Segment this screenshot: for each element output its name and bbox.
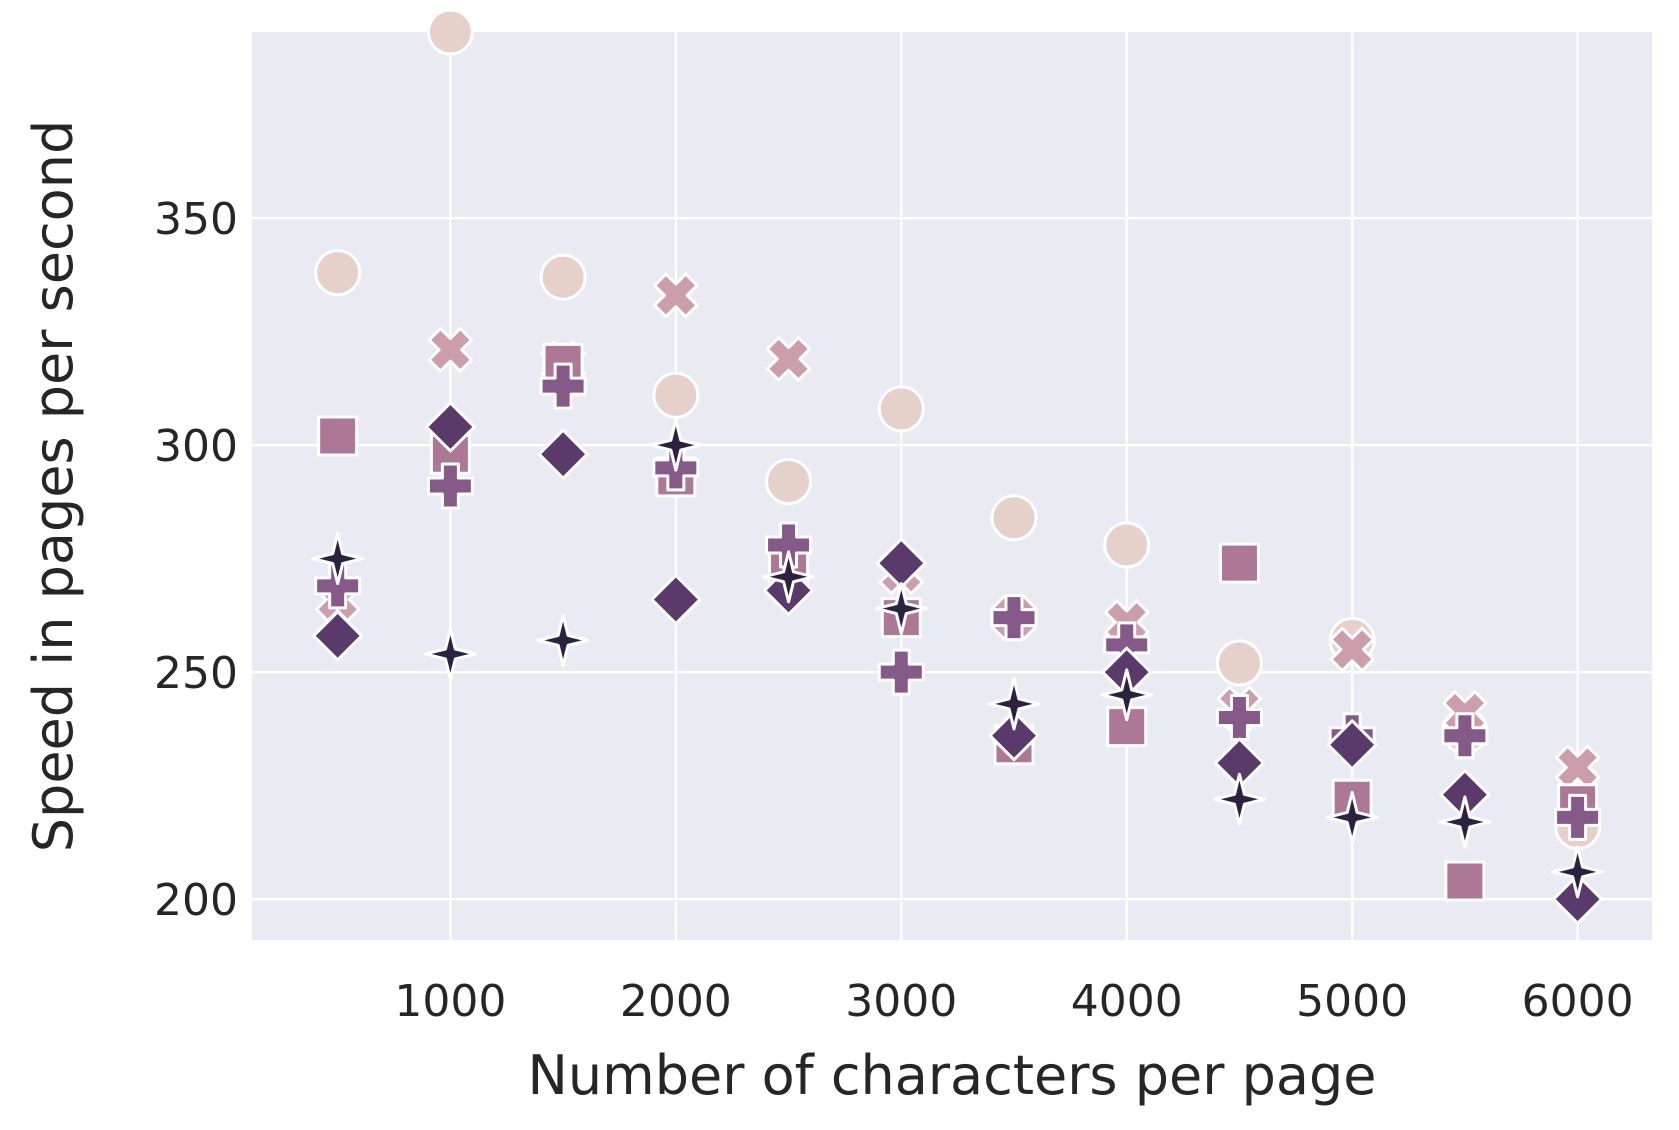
plus-point bbox=[426, 462, 474, 510]
circle-point bbox=[990, 494, 1038, 542]
plus-point bbox=[765, 521, 813, 569]
star-point bbox=[1100, 668, 1154, 722]
x-tick-label: 3000 bbox=[845, 976, 957, 1027]
star-point bbox=[762, 550, 816, 604]
data-points bbox=[311, 8, 1605, 925]
circle-point bbox=[314, 249, 362, 297]
plus-point bbox=[1215, 694, 1263, 742]
circle-point bbox=[877, 385, 925, 433]
circle-point bbox=[1215, 639, 1263, 687]
star-point bbox=[1325, 790, 1379, 844]
plus-point bbox=[990, 594, 1038, 642]
diamond-point bbox=[1326, 719, 1378, 771]
x-tick-label: 5000 bbox=[1296, 976, 1408, 1027]
star-point bbox=[1551, 845, 1605, 899]
y-tick-label: 300 bbox=[154, 421, 238, 472]
x-point bbox=[427, 327, 474, 373]
star-point bbox=[649, 418, 703, 472]
diamond-point bbox=[988, 710, 1040, 762]
x-point bbox=[1329, 626, 1375, 673]
star-point bbox=[987, 677, 1041, 731]
x-point bbox=[653, 272, 699, 319]
y-tick-label: 250 bbox=[154, 648, 238, 699]
plus-point bbox=[539, 362, 587, 410]
x-axis-label: Number of characters per page bbox=[528, 1044, 1377, 1107]
square-point bbox=[1444, 860, 1486, 902]
diamond-point bbox=[424, 401, 476, 453]
x-point bbox=[765, 336, 812, 382]
y-axis-label: Speed in pages per second bbox=[22, 120, 85, 852]
x-tick-labels: 1000 2000 3000 4000 5000 6000 bbox=[394, 976, 1633, 1027]
plus-point bbox=[1554, 793, 1602, 841]
x-tick-label: 6000 bbox=[1522, 976, 1634, 1027]
star-point bbox=[874, 582, 928, 636]
star-point bbox=[311, 532, 365, 586]
circle-point bbox=[1103, 521, 1151, 569]
plus-point bbox=[877, 648, 925, 696]
x-tick-label: 2000 bbox=[620, 976, 732, 1027]
x-tick-label: 1000 bbox=[394, 976, 506, 1027]
x-tick-label: 4000 bbox=[1071, 976, 1183, 1027]
y-tick-labels: 200 250 300 350 bbox=[154, 194, 238, 926]
circle-point bbox=[539, 253, 587, 301]
square-point bbox=[1218, 542, 1260, 584]
y-tick-label: 350 bbox=[154, 194, 238, 245]
plus-point bbox=[1441, 712, 1489, 760]
diamond-point bbox=[1552, 873, 1604, 925]
circle-point bbox=[426, 8, 474, 56]
y-tick-label: 200 bbox=[154, 875, 238, 926]
plus-point bbox=[314, 562, 362, 610]
diamond-point bbox=[312, 610, 364, 662]
diamond-point bbox=[537, 428, 589, 480]
star-point bbox=[1438, 795, 1492, 849]
circle-point bbox=[765, 457, 813, 505]
star-point bbox=[536, 613, 590, 667]
star-point bbox=[423, 627, 477, 681]
circle-point bbox=[652, 371, 700, 419]
square-point bbox=[317, 415, 359, 457]
star-point bbox=[1212, 772, 1266, 826]
diamond-point bbox=[650, 574, 702, 625]
plot-background bbox=[252, 32, 1652, 940]
